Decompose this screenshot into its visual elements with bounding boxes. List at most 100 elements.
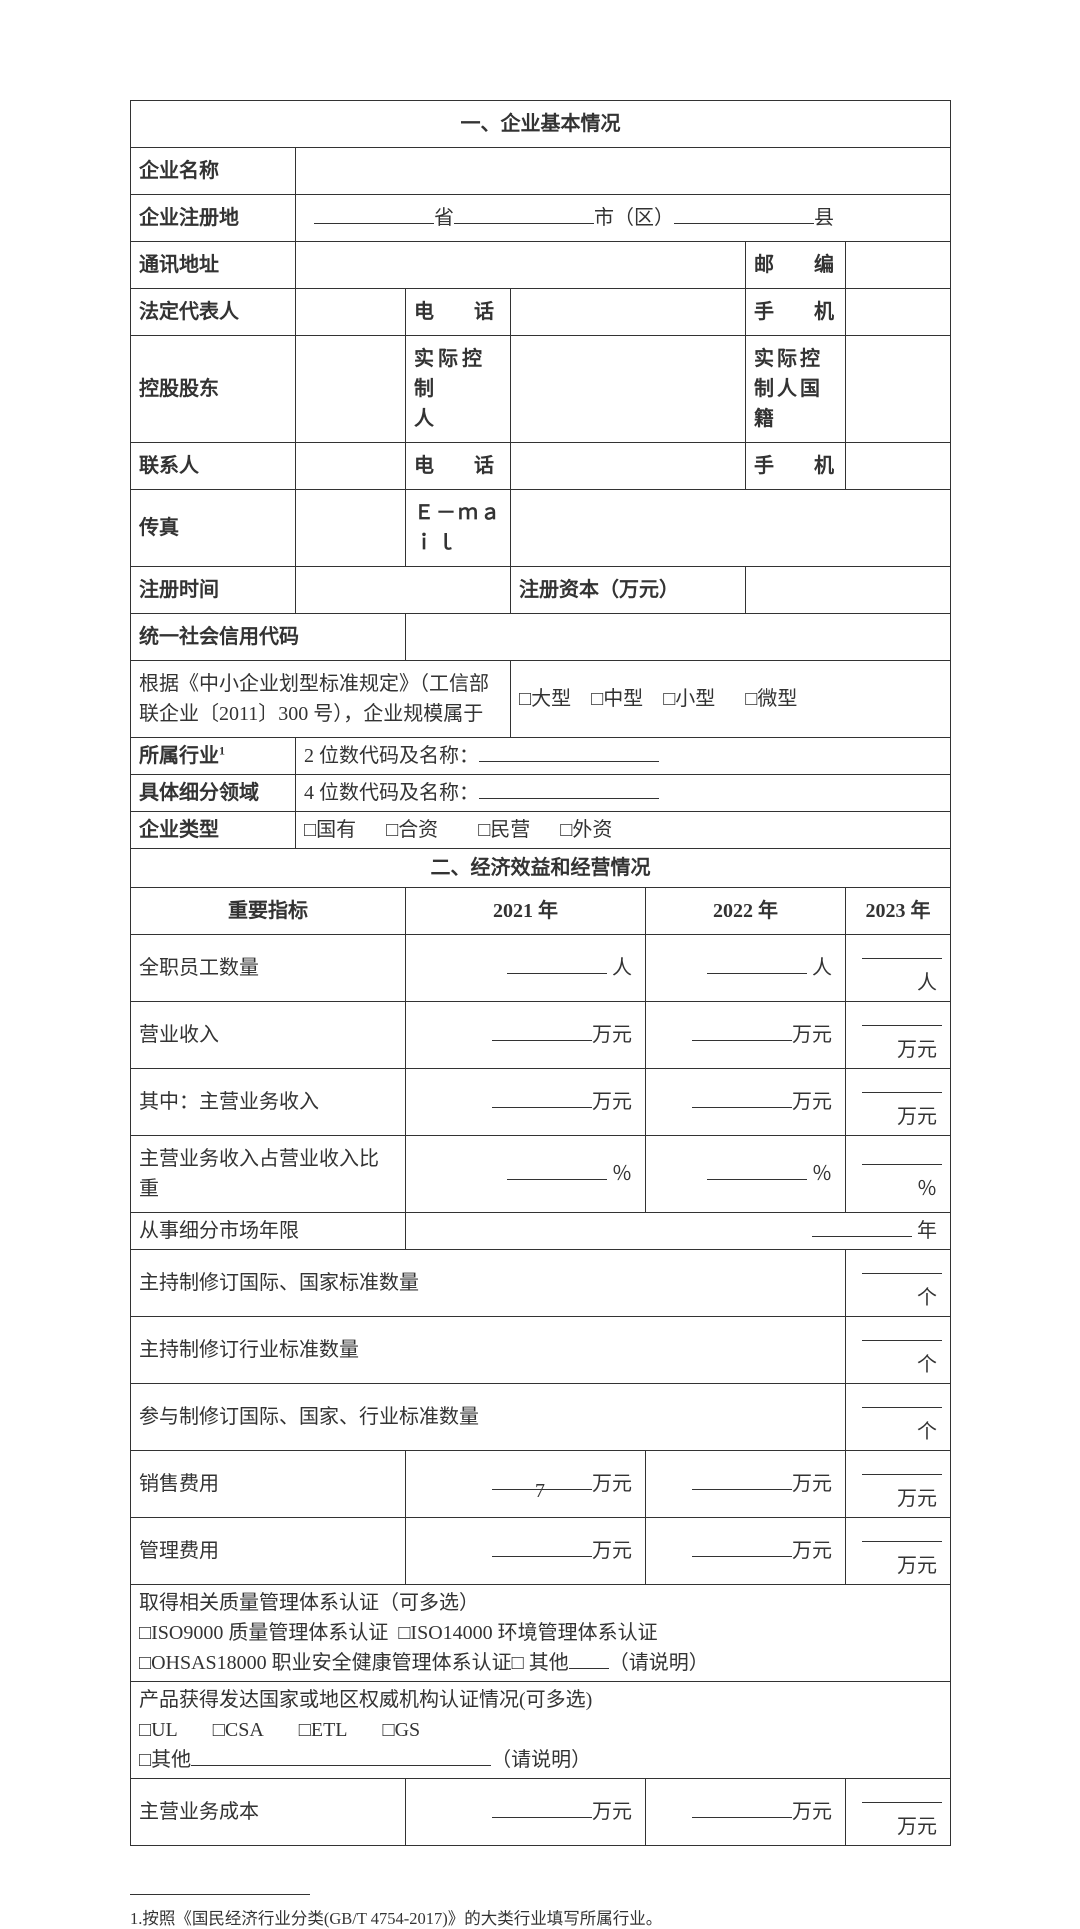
emp-2023[interactable]: 人	[846, 935, 951, 1002]
regcap-value[interactable]	[746, 567, 951, 614]
main-2023[interactable]: 万元	[846, 1069, 951, 1136]
cb-etl[interactable]: □	[299, 1719, 311, 1741]
main-2022[interactable]: 万元	[646, 1069, 846, 1136]
uscc-value[interactable]	[406, 614, 951, 661]
controller-value[interactable]	[511, 336, 746, 443]
cb-csa[interactable]: □	[213, 1719, 225, 1741]
seg-label: 从事细分市场年限	[131, 1213, 406, 1250]
cb-ohsas[interactable]: □	[139, 1652, 151, 1674]
auth-cert-block[interactable]: 产品获得发达国家或地区权威机构认证情况(可多选) □UL □CSA □ETL □…	[131, 1682, 951, 1779]
contact-tel-value[interactable]	[511, 443, 746, 490]
uscc-label: 统一社会信用代码	[131, 614, 406, 661]
std1-label: 主持制修订国际、国家标准数量	[131, 1250, 846, 1317]
cost-label: 主营业务成本	[131, 1779, 406, 1846]
company-name-label: 企业名称	[131, 148, 296, 195]
opt-large: 大型	[531, 688, 571, 710]
cb-large[interactable]: □	[519, 688, 531, 710]
emp-2022[interactable]: 人	[646, 935, 846, 1002]
industry-value[interactable]: 2 位数代码及名称：	[296, 738, 951, 775]
cb-ul[interactable]: □	[139, 1719, 151, 1741]
legal-tel-label: 电 话	[406, 289, 511, 336]
std2-label: 主持制修订行业标准数量	[131, 1317, 846, 1384]
seg-value[interactable]: 年	[406, 1213, 951, 1250]
opt-csa: CSA	[225, 1719, 264, 1741]
mail-addr-label: 通讯地址	[131, 242, 296, 289]
pct-2022[interactable]: ％	[646, 1136, 846, 1213]
std3-value[interactable]: 个	[846, 1384, 951, 1451]
scale-label: 根据《中小企业划型标准规定》（工信部联企业〔2011〕300 号），企业规模属于	[131, 661, 511, 738]
cost-2022[interactable]: 万元	[646, 1779, 846, 1846]
th-2023: 2023 年	[846, 888, 951, 935]
mgmt-label: 管理费用	[131, 1518, 406, 1585]
scale-options[interactable]: □大型 □中型 □小型 □微型	[511, 661, 951, 738]
cb-gs[interactable]: □	[383, 1719, 395, 1741]
shareholder-value[interactable]	[296, 336, 406, 443]
rev-2023[interactable]: 万元	[846, 1002, 951, 1069]
enttype-label: 企业类型	[131, 812, 296, 849]
auth-note: （请说明）	[491, 1749, 591, 1771]
legal-mobile-value[interactable]	[846, 289, 951, 336]
legal-rep-value[interactable]	[296, 289, 406, 336]
opt-iso9000: ISO9000 质量管理体系认证	[151, 1622, 388, 1644]
rev-label: 营业收入	[131, 1002, 406, 1069]
contact-tel-label: 电 话	[406, 443, 511, 490]
subfield-value[interactable]: 4 位数代码及名称：	[296, 775, 951, 812]
cb-cert-other[interactable]: □	[512, 1652, 524, 1674]
regtime-value[interactable]	[296, 567, 511, 614]
reg-addr-value[interactable]: 省市（区）县	[296, 195, 951, 242]
cost-2023[interactable]: 万元	[846, 1779, 951, 1846]
cb-medium[interactable]: □	[591, 688, 603, 710]
nationality-value[interactable]	[846, 336, 951, 443]
sheng-label: 省	[434, 207, 454, 229]
cb-micro[interactable]: □	[745, 688, 757, 710]
regtime-label: 注册时间	[131, 567, 296, 614]
mgmt-2022[interactable]: 万元	[646, 1518, 846, 1585]
cb-iso14000[interactable]: □	[398, 1622, 410, 1644]
subfield-label: 具体细分领域	[131, 775, 296, 812]
quality-cert-block[interactable]: 取得相关质量管理体系认证（可多选） □ISO9000 质量管理体系认证 □ISO…	[131, 1585, 951, 1682]
opt-medium: 中型	[603, 688, 643, 710]
postcode-label: 邮 编	[746, 242, 846, 289]
cb-auth-other[interactable]: □	[139, 1749, 151, 1771]
opt-gs: GS	[395, 1719, 421, 1741]
contact-value[interactable]	[296, 443, 406, 490]
xian-label: 县	[814, 207, 834, 229]
opt-iso14000: ISO14000 环境管理体系认证	[410, 1622, 657, 1644]
nationality-label: 实际控制人国籍	[746, 336, 846, 443]
email-value[interactable]	[511, 490, 951, 567]
cb-private[interactable]: □	[478, 819, 490, 841]
enttype-options[interactable]: □国有 □合资 □民营 □外资	[296, 812, 951, 849]
pct-2023[interactable]: ％	[846, 1136, 951, 1213]
opt-micro: 微型	[757, 688, 797, 710]
company-name-value[interactable]	[296, 148, 951, 195]
email-label: Ｅ－ｍａｉｌ	[406, 490, 511, 567]
cb-jv[interactable]: □	[386, 819, 398, 841]
opt-jv: 合资	[398, 819, 438, 841]
pct-2021[interactable]: ％	[406, 1136, 646, 1213]
mail-addr-value[interactable]	[296, 242, 746, 289]
rev-2022[interactable]: 万元	[646, 1002, 846, 1069]
cb-iso9000[interactable]: □	[139, 1622, 151, 1644]
cert-note: （请说明）	[609, 1652, 709, 1674]
emp-2021[interactable]: 人	[406, 935, 646, 1002]
legal-tel-value[interactable]	[511, 289, 746, 336]
std2-value[interactable]: 个	[846, 1317, 951, 1384]
main-2021[interactable]: 万元	[406, 1069, 646, 1136]
mgmt-2021[interactable]: 万元	[406, 1518, 646, 1585]
page-number: 7	[0, 1480, 1080, 1503]
std1-value[interactable]: 个	[846, 1250, 951, 1317]
cost-2021[interactable]: 万元	[406, 1779, 646, 1846]
mgmt-2023[interactable]: 万元	[846, 1518, 951, 1585]
auth-title: 产品获得发达国家或地区权威机构认证情况(可多选)	[139, 1689, 592, 1711]
industry-label: 所属行业1	[131, 738, 296, 775]
rev-2021[interactable]: 万元	[406, 1002, 646, 1069]
opt-etl: ETL	[311, 1719, 348, 1741]
cb-small[interactable]: □	[663, 688, 675, 710]
postcode-value[interactable]	[846, 242, 951, 289]
cb-foreign[interactable]: □	[560, 819, 572, 841]
cert-title: 取得相关质量管理体系认证（可多选）	[139, 1592, 479, 1614]
fax-label: 传真	[131, 490, 296, 567]
fax-value[interactable]	[296, 490, 406, 567]
cb-stateowned[interactable]: □	[304, 819, 316, 841]
contact-mobile-value[interactable]	[846, 443, 951, 490]
